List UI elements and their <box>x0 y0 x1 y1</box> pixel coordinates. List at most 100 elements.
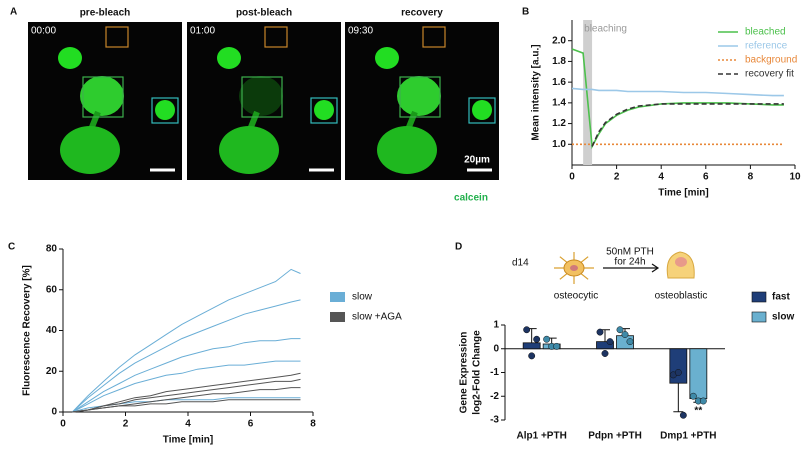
y-tick-label: -2 <box>490 391 499 402</box>
roi-reference <box>468 97 496 124</box>
y-axis-title: Gene Expression <box>459 332 470 414</box>
error-bar <box>673 383 684 413</box>
cell <box>239 76 283 116</box>
cell <box>472 100 492 120</box>
legend-swatch <box>330 292 345 302</box>
replicate-point <box>543 335 551 343</box>
x-tick-label: 4 <box>658 172 664 183</box>
replicate-point <box>523 326 531 334</box>
schematic-from: osteocytic <box>554 291 598 302</box>
roi-background <box>264 26 288 48</box>
replicate-point <box>553 342 561 350</box>
replicate-point <box>674 369 682 376</box>
panel-label: D <box>455 242 462 253</box>
y-tick-label: 0 <box>51 407 57 418</box>
series-line <box>72 338 301 413</box>
frame-title: recovery <box>401 8 443 19</box>
legend-label: background <box>745 55 797 66</box>
bleach-label: bleaching <box>584 24 627 35</box>
timestamp: 00:00 <box>31 26 56 37</box>
series-line <box>72 372 301 413</box>
x-tick-label: 6 <box>703 172 709 183</box>
replicate-point <box>528 352 536 360</box>
roi-background <box>422 26 446 48</box>
x-tick-label: 4 <box>185 419 191 430</box>
roi-background <box>105 26 129 48</box>
y-tick-label: 60 <box>46 284 58 295</box>
y-tick-label: 20 <box>46 366 58 377</box>
cell <box>58 47 82 69</box>
cell <box>80 76 124 116</box>
replicate-point <box>616 326 624 334</box>
replicate-point <box>626 338 634 346</box>
frame-title: pre-bleach <box>80 8 131 19</box>
legend-label: fast <box>772 292 790 303</box>
schematic-treatment: 50nM PTH <box>606 247 654 258</box>
x-axis-title: Time [min] <box>163 435 213 446</box>
y-tick-label: 0 <box>493 343 499 354</box>
y-tick-label: 2.0 <box>552 35 566 46</box>
scale-label: 20µm <box>464 155 490 166</box>
x-tick-label: Alp1 +PTH <box>517 431 567 442</box>
y-tick-label: 1.8 <box>552 56 566 67</box>
roi-bleached <box>241 76 283 118</box>
legend-swatch <box>751 311 767 323</box>
y-tick-label: -3 <box>490 415 499 426</box>
y-tick-label: 1 <box>493 320 499 331</box>
schematic-to: osteoblastic <box>655 291 708 302</box>
timestamp: 09:30 <box>348 26 373 37</box>
legend-label: slow <box>352 292 373 303</box>
cell <box>217 47 241 69</box>
frame-title: post-bleach <box>236 8 292 19</box>
cell <box>375 47 399 69</box>
replicate-point <box>621 331 629 338</box>
legend-label: bleached <box>745 27 786 38</box>
x-tick-label: 8 <box>310 419 316 430</box>
x-tick-label: Pdpn +PTH <box>588 431 642 442</box>
series-line <box>72 268 301 413</box>
roi-reference <box>151 97 179 124</box>
significance: ** <box>694 406 702 417</box>
series-line <box>571 87 784 97</box>
x-tick-label: 2 <box>123 419 129 430</box>
x-tick-label: 6 <box>248 419 254 430</box>
replicate-point <box>606 338 614 346</box>
stain-label: calcein <box>454 193 488 204</box>
y-tick-label: 1.0 <box>552 139 566 150</box>
legend-swatch <box>751 291 767 303</box>
bar <box>522 342 541 350</box>
replicate-point <box>689 392 697 400</box>
panel-label: C <box>8 242 15 253</box>
y-tick-label: 1.2 <box>552 118 566 129</box>
series-line <box>72 360 301 413</box>
arrow <box>603 263 660 273</box>
legend-label: reference <box>745 41 788 52</box>
schematic-day: d14 <box>512 258 529 269</box>
replicate-point <box>533 335 541 343</box>
panel-label: A <box>10 7 17 18</box>
x-tick-label: 8 <box>748 172 754 183</box>
schematic-treatment: for 24h <box>614 257 645 268</box>
legend-label: slow <box>772 312 794 323</box>
roi-reference <box>310 97 338 124</box>
cell <box>377 126 437 174</box>
replicate-point <box>699 397 707 405</box>
legend-label: recovery fit <box>745 69 794 80</box>
y-axis-title: Fluorescence Recovery [%] <box>22 265 33 396</box>
y-tick-label: -1 <box>490 367 499 378</box>
series-line <box>72 299 301 413</box>
x-tick-label: Dmp1 +PTH <box>660 431 716 442</box>
cell <box>219 126 279 174</box>
legend-swatch <box>330 312 345 322</box>
cell <box>60 126 120 174</box>
y-tick-label: 1.4 <box>552 97 566 108</box>
x-tick-label: 2 <box>614 172 620 183</box>
bar <box>689 348 708 400</box>
roi-bleached <box>399 76 441 118</box>
y-tick-label: 80 <box>46 244 58 255</box>
x-tick-label: 10 <box>789 172 801 183</box>
legend-label: slow +AGA <box>352 312 402 323</box>
timestamp: 01:00 <box>190 26 215 37</box>
y-axis-title: Mean intensity [a.u.] <box>531 44 542 140</box>
